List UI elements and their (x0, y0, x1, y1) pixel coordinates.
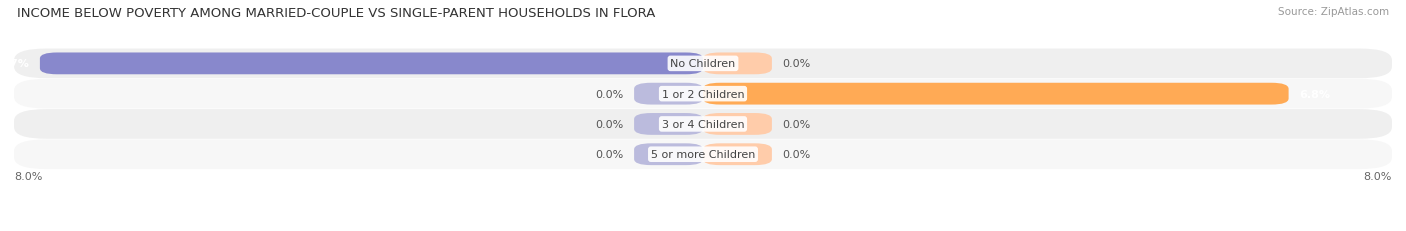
FancyBboxPatch shape (703, 83, 1289, 105)
FancyBboxPatch shape (14, 140, 1392, 169)
Text: 0.0%: 0.0% (596, 119, 624, 129)
Text: Source: ZipAtlas.com: Source: ZipAtlas.com (1278, 7, 1389, 17)
Text: 1 or 2 Children: 1 or 2 Children (662, 89, 744, 99)
Text: 3 or 4 Children: 3 or 4 Children (662, 119, 744, 129)
Text: 0.0%: 0.0% (596, 150, 624, 160)
FancyBboxPatch shape (634, 83, 703, 105)
FancyBboxPatch shape (703, 114, 772, 135)
Text: 0.0%: 0.0% (596, 89, 624, 99)
FancyBboxPatch shape (634, 144, 703, 165)
FancyBboxPatch shape (39, 53, 703, 75)
Text: No Children: No Children (671, 59, 735, 69)
Text: 0.0%: 0.0% (782, 59, 810, 69)
FancyBboxPatch shape (14, 49, 1392, 79)
Text: 0.0%: 0.0% (782, 150, 810, 160)
Text: 8.0%: 8.0% (1364, 171, 1392, 181)
FancyBboxPatch shape (703, 144, 772, 165)
FancyBboxPatch shape (634, 114, 703, 135)
Text: 6.8%: 6.8% (1299, 89, 1330, 99)
FancyBboxPatch shape (14, 79, 1392, 109)
Text: 0.0%: 0.0% (782, 119, 810, 129)
Text: 7.7%: 7.7% (0, 59, 30, 69)
Text: 8.0%: 8.0% (14, 171, 42, 181)
Text: 5 or more Children: 5 or more Children (651, 150, 755, 160)
FancyBboxPatch shape (703, 53, 772, 75)
Text: INCOME BELOW POVERTY AMONG MARRIED-COUPLE VS SINGLE-PARENT HOUSEHOLDS IN FLORA: INCOME BELOW POVERTY AMONG MARRIED-COUPL… (17, 7, 655, 20)
Legend: Married Couples, Single Parents: Married Couples, Single Parents (589, 230, 817, 231)
FancyBboxPatch shape (14, 110, 1392, 139)
